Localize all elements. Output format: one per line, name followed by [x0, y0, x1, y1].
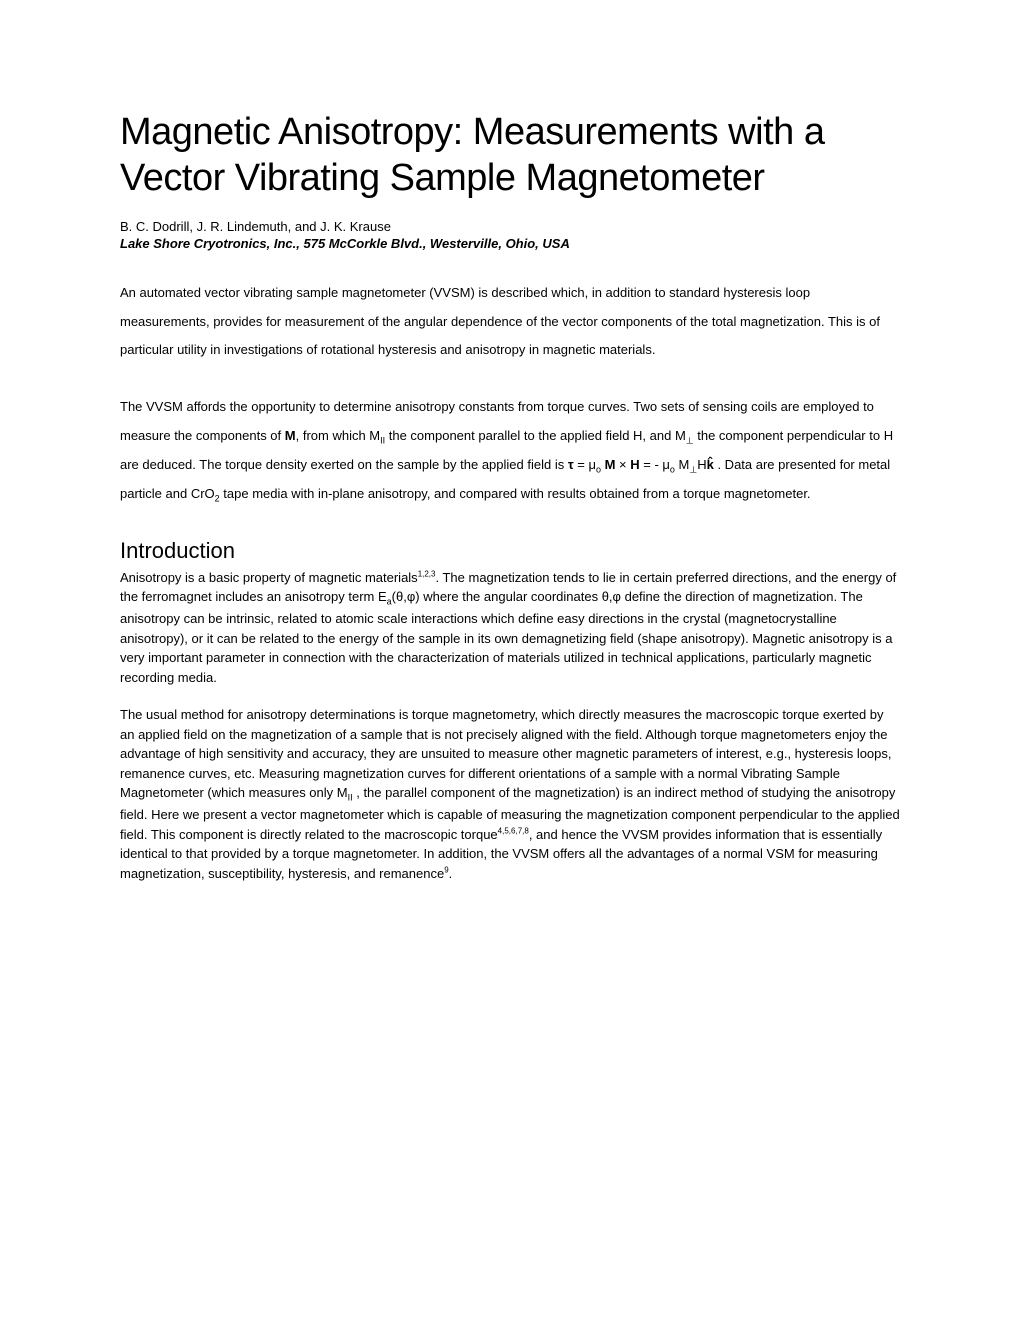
abstract-paragraph-1: An automated vector vibrating sample mag…	[120, 279, 900, 365]
intro-text: Anisotropy is a basic property of magnet…	[120, 570, 418, 585]
authors: B. C. Dodrill, J. R. Lindemuth, and J. K…	[120, 219, 900, 234]
intro-paragraph-1: Anisotropy is a basic property of magnet…	[120, 568, 900, 688]
symbol-m-bold: M	[285, 428, 296, 443]
abstract-text: M	[675, 457, 689, 472]
ref-superscript: 4,5,6,7,8	[498, 827, 529, 836]
abstract-paragraph-2: The VVSM affords the opportunity to dete…	[120, 393, 900, 510]
symbol-m-bold: M	[605, 457, 616, 472]
abstract-text: = μ	[574, 457, 596, 472]
abstract-text: H	[697, 457, 706, 472]
introduction-heading: Introduction	[120, 538, 900, 564]
abstract-text: ×	[615, 457, 630, 472]
symbol-perp: ⊥	[686, 435, 694, 445]
intro-text: .	[449, 866, 453, 881]
abstract-text: = - μ	[640, 457, 670, 472]
abstract-text: , from which M	[296, 428, 381, 443]
symbol-sub-o: o	[596, 465, 601, 475]
symbol-h-bold: H	[630, 457, 639, 472]
ref-superscript: 1,2,3	[418, 569, 436, 578]
intro-paragraph-2: The usual method for anisotropy determin…	[120, 705, 900, 883]
abstract-text: the component parallel to the applied fi…	[385, 428, 686, 443]
paper-title: Magnetic Anisotropy: Measurements with a…	[120, 110, 900, 201]
symbol-k-hat: k̂	[707, 457, 714, 472]
abstract-text: tape media with in-plane anisotropy, and…	[220, 486, 811, 501]
affiliation: Lake Shore Cryotronics, Inc., 575 McCork…	[120, 236, 900, 251]
